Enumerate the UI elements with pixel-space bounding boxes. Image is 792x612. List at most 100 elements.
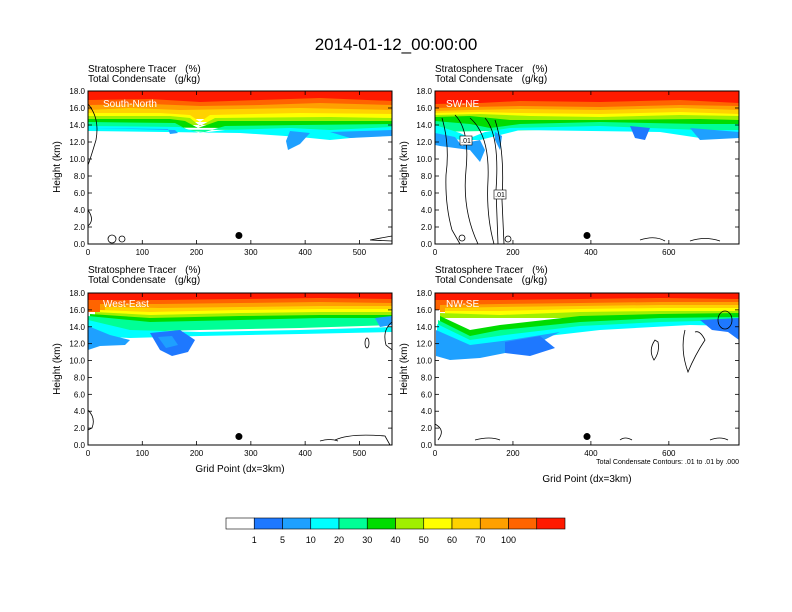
panel-3-field-2: Total Condensate (g/kg)	[88, 275, 200, 286]
panel-4-xlabel: Grid Point (dx=3km)	[542, 474, 631, 485]
x-tick-label: 0	[433, 248, 438, 257]
x-tick-label: 400	[298, 248, 312, 257]
colorbar: 1 5 10 20 30 40 50 60 70 100	[225, 517, 566, 545]
panel-2-field-2: Total Condensate (g/kg)	[435, 74, 547, 85]
panel-sw-ne: Stratosphere Tracer (%) Total Condensate…	[416, 64, 740, 257]
y-tick-label: 12.0	[69, 340, 85, 349]
x-tick-label: 500	[353, 248, 367, 257]
colorbar-swatch	[536, 517, 566, 530]
y-tick-label: 2.0	[421, 223, 433, 232]
colorbar-swatch	[282, 517, 312, 530]
x-tick-label: 300	[244, 449, 258, 458]
panel-4-label: NW-SE	[446, 299, 479, 310]
y-tick-label: 14.0	[69, 323, 85, 332]
panel-2-contour-label-2: .01	[495, 192, 505, 199]
colorbar-label: 40	[390, 535, 400, 545]
panel-1-frame	[87, 90, 393, 245]
y-tick-label: 16.0	[69, 306, 85, 315]
y-tick-label: 4.0	[74, 206, 86, 215]
panel-4-ticks: 0 200 400 600 0.0 2.0 4.0 6.0 8.0 10.0 12.0 14.0 16.…	[416, 289, 739, 458]
x-tick-label: 100	[136, 449, 150, 458]
x-tick-label: 200	[506, 449, 520, 458]
y-tick-label: 4.0	[421, 206, 433, 215]
y-tick-label: 16.0	[69, 104, 85, 113]
colorbar-label: 5	[280, 535, 285, 545]
panel-2-contour-label-1: .01	[461, 138, 471, 145]
y-tick-label: 2.0	[74, 223, 86, 232]
panel-1-marker	[235, 232, 243, 239]
colorbar-swatch	[508, 517, 538, 530]
colorbar-label: 100	[501, 535, 516, 545]
colorbar-swatch	[338, 517, 368, 530]
x-tick-label: 400	[584, 449, 598, 458]
y-tick-label: 4.0	[74, 407, 86, 416]
y-tick-label: 10.0	[69, 357, 85, 366]
panel-4-field-2: Total Condensate (g/kg)	[435, 275, 547, 286]
y-tick-label: 8.0	[421, 373, 433, 382]
panel-1-field-1: Stratosphere Tracer (%)	[88, 64, 201, 75]
panel-2-marker	[583, 232, 591, 239]
panel-1-label: South-North	[103, 99, 157, 110]
panel-4-ylabel: Height (km)	[399, 343, 410, 395]
panel-4-field-1: Stratosphere Tracer (%)	[435, 265, 548, 276]
y-tick-label: 10.0	[69, 155, 85, 164]
y-tick-label: 8.0	[74, 172, 86, 181]
colorbar-label: 60	[447, 535, 457, 545]
y-tick-label: 0.0	[421, 240, 433, 249]
y-tick-label: 14.0	[69, 121, 85, 130]
panel-2-field	[435, 91, 739, 244]
panel-1-field	[88, 91, 392, 244]
y-tick-label: 6.0	[74, 390, 86, 399]
x-tick-label: 100	[136, 248, 150, 257]
y-tick-label: 2.0	[74, 424, 86, 433]
y-tick-label: 12.0	[416, 340, 432, 349]
colorbar-label: 1	[252, 535, 257, 545]
x-tick-label: 400	[298, 449, 312, 458]
panel-2-contour-tag-2	[493, 189, 507, 200]
x-tick-label: 600	[662, 449, 676, 458]
y-tick-label: 4.0	[421, 407, 433, 416]
panel-4-frame	[434, 292, 740, 446]
panel-1-field-2: Total Condensate (g/kg)	[88, 74, 200, 85]
panel-2-field-1: Stratosphere Tracer (%)	[435, 64, 548, 75]
panel-3-marker	[235, 433, 243, 441]
y-tick-label: 8.0	[421, 172, 433, 181]
y-tick-label: 18.0	[416, 87, 432, 96]
colorbar-swatch	[395, 517, 425, 530]
panel-nw-se: Stratosphere Tracer (%) Total Condensate…	[416, 265, 740, 466]
y-tick-label: 8.0	[74, 373, 86, 382]
panel-3-ylabel: Height (km)	[52, 343, 63, 395]
x-tick-label: 0	[86, 449, 91, 458]
y-tick-label: 6.0	[421, 390, 433, 399]
x-tick-label: 400	[584, 248, 598, 257]
figure-title: 2014-01-12_00:00:00	[315, 35, 478, 54]
panel-south-north: Stratosphere Tracer (%) Total Condensate…	[69, 64, 393, 257]
colorbar-swatch	[225, 517, 255, 530]
colorbar-swatch	[479, 517, 509, 530]
y-tick-label: 0.0	[421, 441, 433, 450]
panel-3-label: West-East	[103, 299, 149, 310]
colorbar-swatch	[310, 517, 340, 530]
panel-1-ylabel: Height (km)	[52, 141, 63, 193]
colorbar-label: 30	[362, 535, 372, 545]
panel-3-xlabel: Grid Point (dx=3km)	[195, 464, 284, 475]
panel-4-field	[435, 293, 739, 441]
y-tick-label: 10.0	[416, 357, 432, 366]
x-tick-label: 200	[506, 248, 520, 257]
y-tick-label: 16.0	[416, 104, 432, 113]
y-tick-label: 0.0	[74, 240, 86, 249]
colorbar-swatch	[423, 517, 453, 530]
y-tick-label: 0.0	[74, 441, 86, 450]
y-tick-label: 14.0	[416, 323, 432, 332]
panel-3-frame	[87, 292, 393, 446]
y-tick-label: 18.0	[69, 289, 85, 298]
panel-2-contour-tag-1	[459, 135, 473, 146]
colorbar-label: 20	[334, 535, 344, 545]
y-tick-label: 6.0	[421, 189, 433, 198]
x-tick-label: 0	[86, 248, 91, 257]
contour-note: Total Condensate Contours: .01 to .01 by…	[596, 459, 739, 466]
x-tick-label: 600	[662, 248, 676, 257]
y-tick-label: 16.0	[416, 306, 432, 315]
x-tick-label: 200	[190, 449, 204, 458]
